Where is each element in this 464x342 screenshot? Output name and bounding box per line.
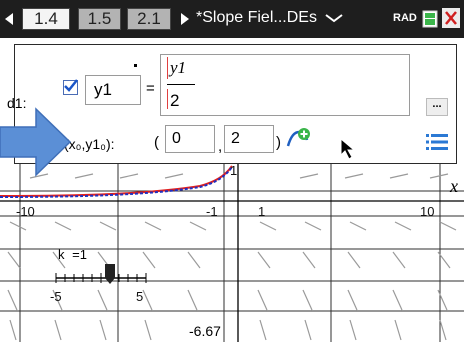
- slider-value: =1: [72, 247, 87, 262]
- scroll-right-arrow[interactable]: [180, 12, 190, 31]
- x-tick-1: 1: [258, 204, 266, 219]
- list-menu-icon[interactable]: [426, 133, 448, 156]
- battery-icon: [420, 10, 440, 33]
- show-function-checkbox[interactable]: [63, 79, 78, 95]
- tab-1-4[interactable]: 1.4: [22, 8, 70, 30]
- expression-input[interactable]: [160, 54, 410, 116]
- name-field-dot: [134, 64, 137, 67]
- cursor-denominator: [167, 89, 168, 109]
- function-entry-panel[interactable]: [14, 44, 457, 164]
- y-tick-top: 1: [230, 163, 238, 178]
- paren-close: ): [276, 134, 281, 151]
- slope-field-marks: [7, 173, 457, 341]
- tab-2-1[interactable]: 2.1: [127, 8, 171, 30]
- y0-input[interactable]: 2: [224, 125, 274, 153]
- paren-open: (: [154, 134, 159, 151]
- x0-input[interactable]: 0: [165, 125, 215, 153]
- document-title-text: *Slope Fiel...DEs: [196, 9, 317, 26]
- slider-name: k: [58, 247, 65, 262]
- checkmark-icon: [64, 79, 78, 92]
- tab-1-5[interactable]: 1.5: [78, 8, 121, 30]
- slider-max-label: 5: [136, 289, 144, 304]
- cursor-numerator: [167, 57, 168, 79]
- callout-arrow-icon: [0, 107, 72, 182]
- y-tick-min: -6.67: [189, 323, 221, 339]
- add-initial-condition-icon[interactable]: [285, 126, 311, 155]
- angle-mode-indicator: RAD: [393, 12, 417, 24]
- top-tab-bar: [0, 0, 464, 38]
- chevron-down-icon: [325, 13, 343, 23]
- grid-lines: [0, 164, 464, 342]
- scroll-left-arrow[interactable]: [4, 12, 14, 31]
- equals-sign: =: [146, 80, 155, 97]
- expression-denominator: 2: [170, 91, 180, 110]
- fraction-bar: [167, 84, 195, 85]
- document-title[interactable]: *Slope Fiel...DEs: [196, 9, 343, 27]
- x-tick-10: 10: [420, 204, 435, 219]
- x-tick-neg10: -10: [16, 204, 35, 219]
- x-axis-label: x: [450, 176, 458, 196]
- expression-numerator: y1: [170, 58, 187, 77]
- entry-line-label: d1:: [7, 95, 27, 111]
- more-options-button[interactable]: ...: [426, 98, 448, 116]
- slider-label: k =1: [58, 247, 87, 262]
- mouse-pointer-icon: [340, 137, 356, 165]
- slider-handle: [105, 264, 115, 284]
- close-icon[interactable]: [442, 8, 460, 33]
- comma-separator: ,: [218, 138, 223, 155]
- solution-curve-red: [0, 165, 233, 197]
- slider-k: [55, 264, 147, 284]
- initial-condition-label: (x₀,y1₀):: [64, 136, 115, 152]
- x-tick-neg1: -1: [206, 204, 218, 219]
- function-name-field[interactable]: y1: [85, 75, 141, 105]
- slider-min-label: -5: [50, 289, 62, 304]
